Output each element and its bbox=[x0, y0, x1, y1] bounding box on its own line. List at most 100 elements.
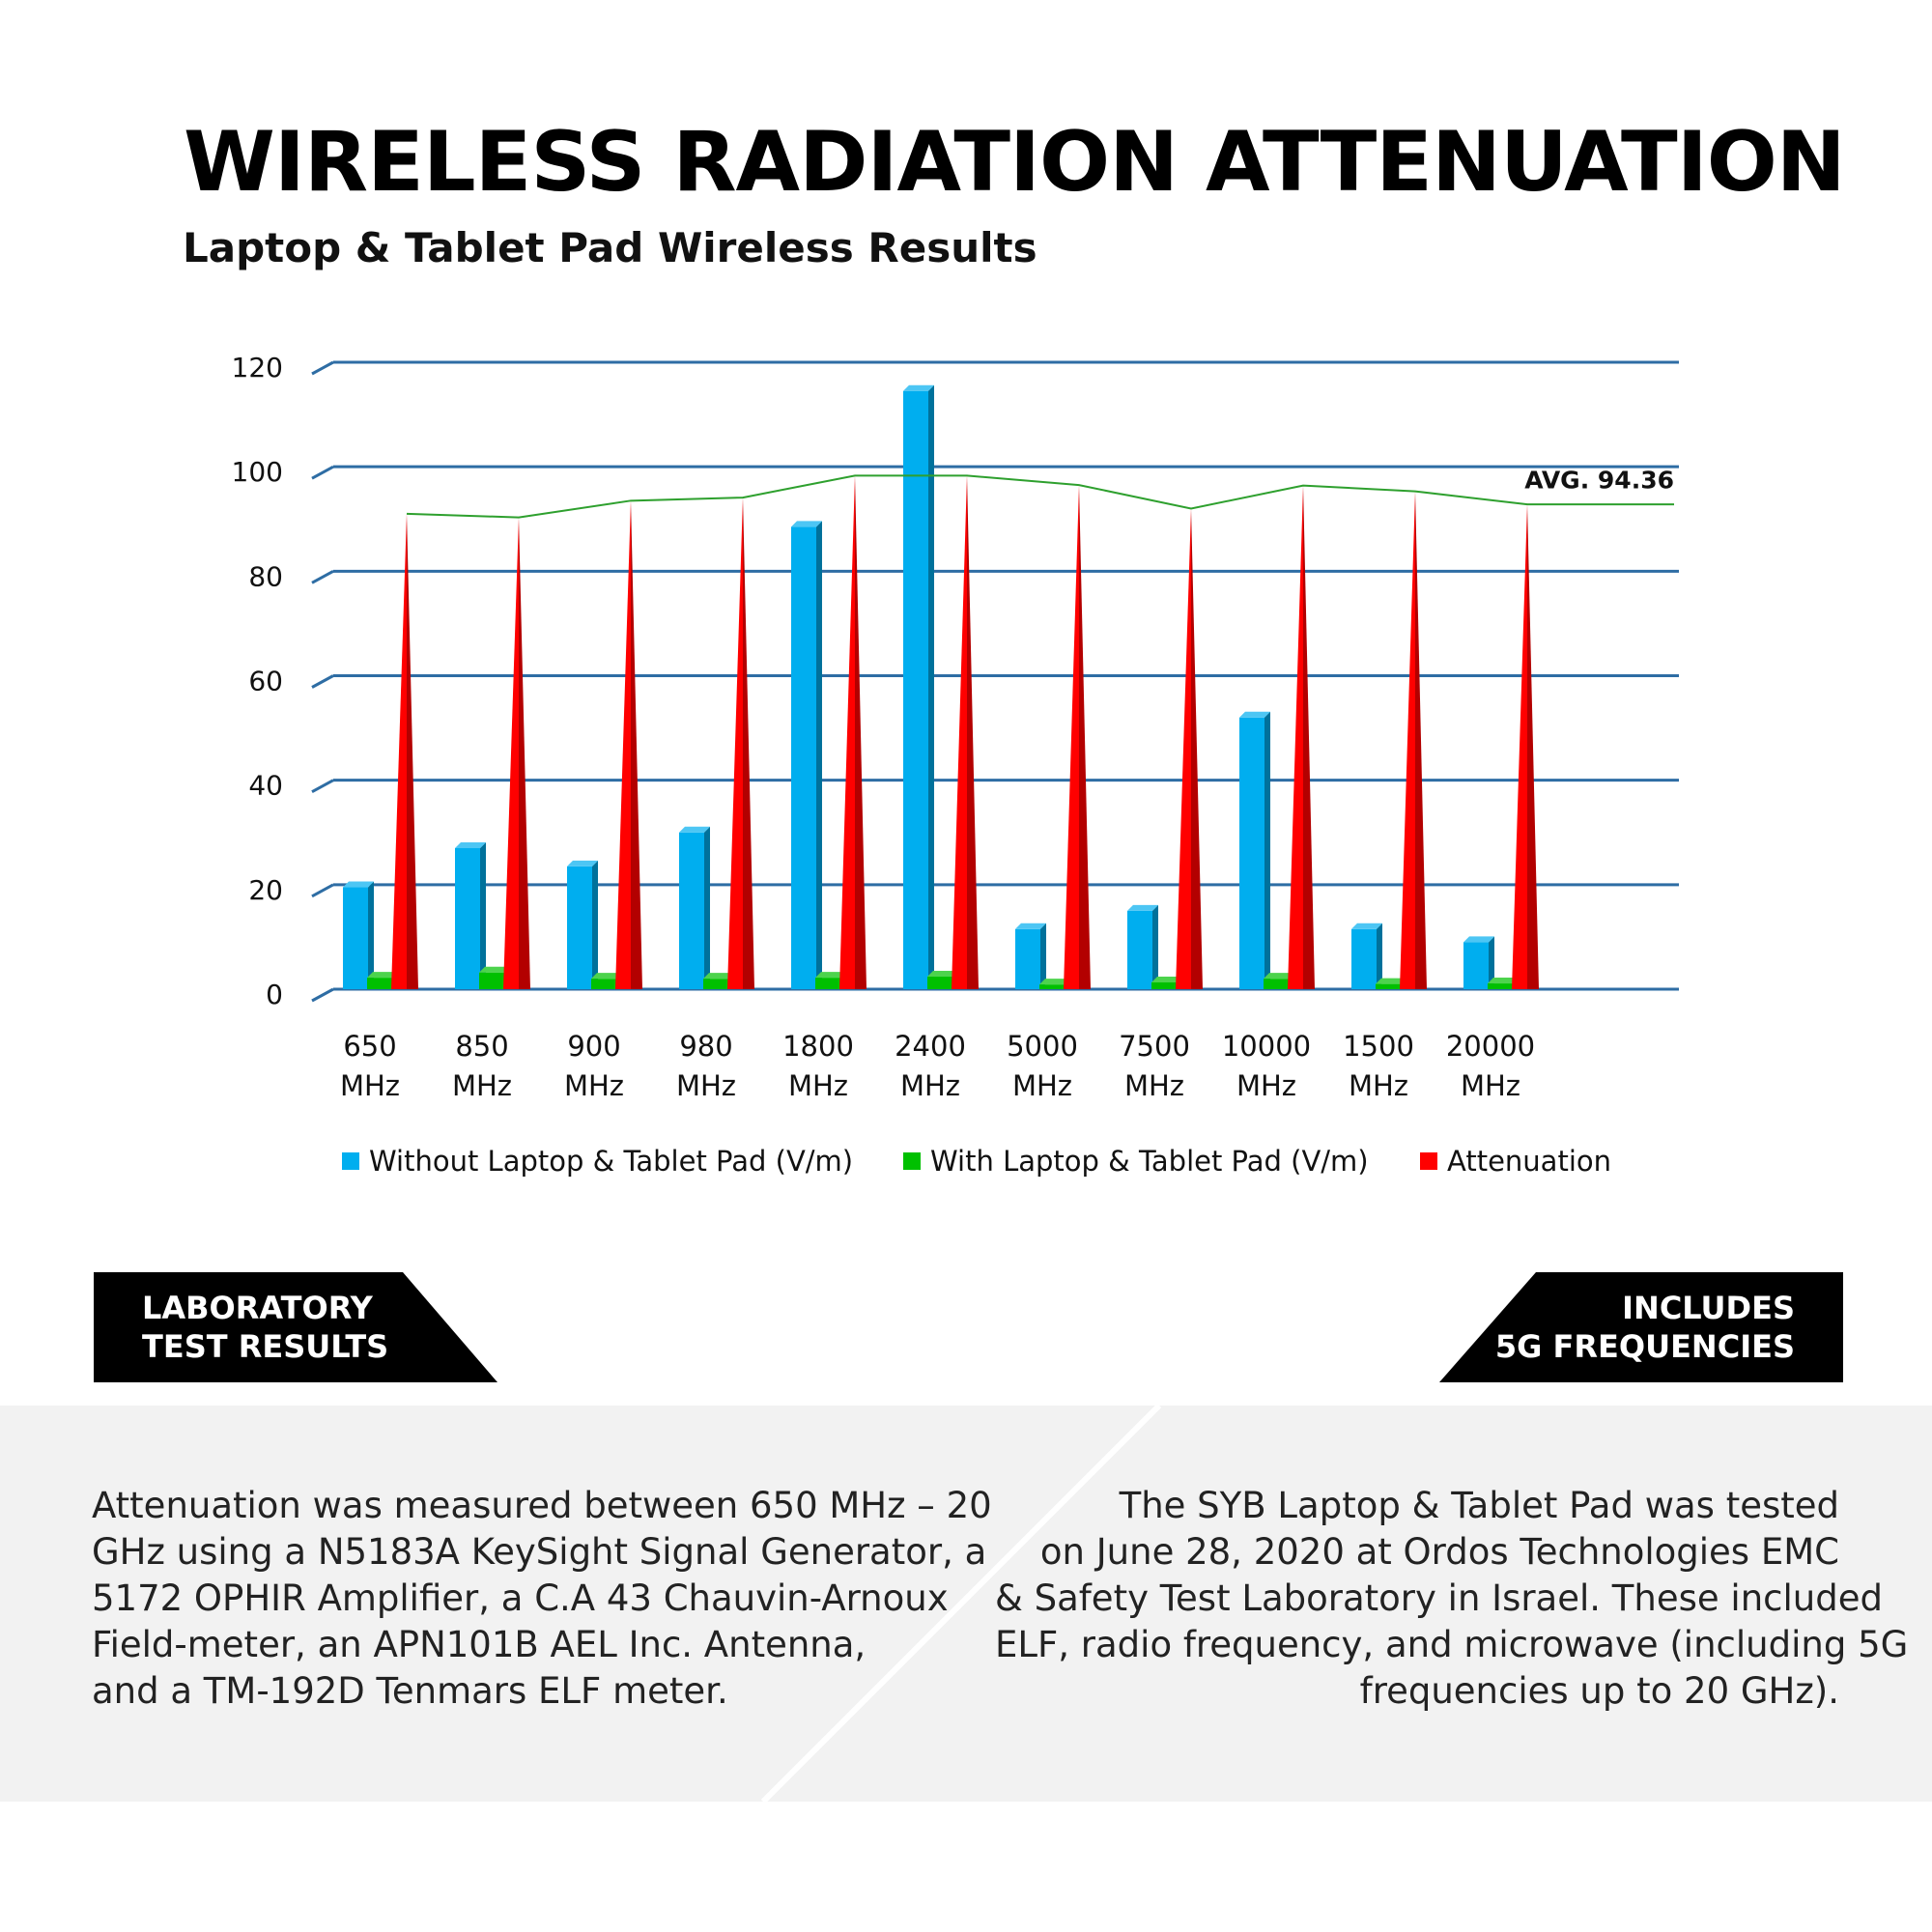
x-tick-label: MHz bbox=[788, 1069, 848, 1102]
cone-attenuation-7500 bbox=[1176, 508, 1203, 989]
gridline-slant-80 bbox=[311, 570, 334, 584]
bar-without-20000-front bbox=[1463, 942, 1489, 989]
bar-with-10000-top bbox=[1264, 973, 1294, 980]
test-info-line-2: on June 28, 2020 at Ordos Technologies E… bbox=[1039, 1531, 1839, 1573]
bar-without-20000 bbox=[1463, 936, 1494, 989]
cone-attenuation-980-side bbox=[743, 497, 754, 989]
methodology-paragraph: Attenuation was measured between 650 MHz… bbox=[92, 1483, 992, 1715]
x-tick-label: MHz bbox=[452, 1069, 512, 1102]
average-label: AVG. 94.36 bbox=[1524, 467, 1674, 495]
bar-without-7500-top bbox=[1127, 904, 1158, 911]
x-tick-label: 10000 bbox=[1222, 1030, 1311, 1063]
bar-without-10000 bbox=[1239, 711, 1270, 989]
bar-without-850 bbox=[455, 841, 486, 989]
test-info-line-4: ELF, radio frequency, and microwave (inc… bbox=[995, 1624, 1909, 1665]
cone-attenuation-5000-front bbox=[1064, 485, 1079, 989]
page-subtitle: Laptop & Tablet Pad Wireless Results bbox=[183, 224, 1037, 271]
bar-with-2400-top bbox=[927, 971, 958, 978]
cone-attenuation-7500-front bbox=[1176, 508, 1191, 989]
methodology-line-2: GHz using a N5183A KeySight Signal Gener… bbox=[92, 1531, 987, 1573]
bar-with-980-top bbox=[703, 973, 734, 980]
cone-attenuation-1800-side bbox=[855, 475, 867, 989]
banner-left-line-2: TEST RESULTS bbox=[142, 1328, 389, 1365]
bar-without-7500-side bbox=[1152, 904, 1158, 989]
bar-without-7500-front bbox=[1127, 910, 1152, 989]
methodology-line-5: and a TM-192D Tenmars ELF meter. bbox=[92, 1670, 728, 1712]
bar-without-2400 bbox=[903, 384, 934, 989]
legend-item-with: With Laptop & Tablet Pad (V/m) bbox=[903, 1145, 1369, 1178]
bar-with-650-front bbox=[367, 978, 392, 989]
y-tick-label: 60 bbox=[248, 666, 283, 697]
bar-with-980-front bbox=[703, 979, 728, 989]
bar-without-1800 bbox=[791, 521, 822, 989]
banner-left-line-1: LABORATORY bbox=[142, 1290, 373, 1326]
bar-with-10000-front bbox=[1264, 979, 1289, 989]
bar-without-7500 bbox=[1127, 904, 1158, 989]
cone-attenuation-900 bbox=[615, 500, 642, 989]
legend-item-without: Without Laptop & Tablet Pad (V/m) bbox=[342, 1145, 853, 1178]
5g-banner: INCLUDES 5G FREQUENCIES bbox=[1439, 1272, 1843, 1382]
test-info-line-5: frequencies up to 20 GHz). bbox=[1359, 1670, 1839, 1712]
cone-attenuation-2400 bbox=[952, 475, 979, 989]
chart-legend: Without Laptop & Tablet Pad (V/m) With L… bbox=[0, 1145, 1932, 1193]
bar-with-1500-front bbox=[1376, 983, 1401, 989]
cone-attenuation-650 bbox=[391, 513, 418, 989]
bar-without-20000-top bbox=[1463, 936, 1494, 943]
test-info-line-3: & Safety Test Laboratory in Israel. Thes… bbox=[995, 1577, 1883, 1619]
bar-without-2400-side bbox=[928, 384, 934, 989]
bar-without-5000 bbox=[1015, 923, 1046, 989]
attenuation-chart: 0 20 40 60 80 100 120 650 MHz 850 MHz 900 MHz 980 MHz 1… bbox=[232, 352, 1679, 1102]
x-tick-label: 980 bbox=[679, 1030, 732, 1063]
y-tick-label: 80 bbox=[248, 560, 283, 592]
bar-without-980-top bbox=[679, 826, 710, 833]
gridline-slant-120 bbox=[311, 360, 334, 376]
cone-attenuation-1500 bbox=[1400, 491, 1427, 989]
bar-without-1800-front bbox=[791, 526, 816, 989]
bar-without-1500-side bbox=[1377, 923, 1382, 989]
gridline-slant-60 bbox=[311, 674, 334, 689]
cone-attenuation-980-front bbox=[727, 497, 743, 989]
bar-with-7500-front bbox=[1151, 981, 1177, 989]
bar-without-900 bbox=[567, 860, 598, 989]
x-tick-label: MHz bbox=[676, 1069, 736, 1102]
bar-with-900-top bbox=[591, 973, 622, 980]
test-info-paragraph: The SYB Laptop & Tablet Pad was tested o… bbox=[995, 1483, 1909, 1715]
bar-with-2400-front bbox=[927, 977, 952, 989]
x-tick-label: 850 bbox=[455, 1030, 508, 1063]
bar-with-1500-top bbox=[1376, 978, 1406, 984]
y-tick-label: 40 bbox=[248, 770, 283, 802]
test-info-line-1: The SYB Laptop & Tablet Pad was tested bbox=[1119, 1485, 1839, 1526]
page-title: WIRELESS RADIATION ATTENUATION bbox=[184, 114, 1846, 211]
cone-attenuation-980 bbox=[727, 497, 754, 989]
y-tick-label: 0 bbox=[266, 979, 283, 1010]
bar-without-1500 bbox=[1351, 923, 1382, 989]
legend-swatch-with bbox=[903, 1152, 921, 1170]
cone-attenuation-7500-side bbox=[1191, 508, 1203, 989]
bar-without-1500-front bbox=[1351, 928, 1377, 989]
bar-without-10000-side bbox=[1264, 711, 1270, 989]
laboratory-banner: LABORATORY TEST RESULTS bbox=[94, 1272, 497, 1382]
bar-without-650 bbox=[343, 881, 374, 989]
cone-attenuation-2400-side bbox=[967, 475, 979, 989]
cone-attenuation-650-front bbox=[391, 513, 407, 989]
bar-without-650-side bbox=[368, 881, 374, 989]
bar-without-850-front bbox=[455, 847, 480, 989]
x-tick-label: MHz bbox=[1349, 1069, 1408, 1102]
bar-without-2400-front bbox=[903, 390, 928, 989]
cone-attenuation-10000-side bbox=[1303, 485, 1315, 989]
bar-without-1800-top bbox=[791, 521, 822, 527]
cone-attenuation-850-side bbox=[519, 517, 530, 989]
attenuation-trend-line bbox=[406, 474, 1674, 519]
cone-attenuation-20000 bbox=[1512, 504, 1539, 989]
legend-label-without: Without Laptop & Tablet Pad (V/m) bbox=[369, 1145, 854, 1178]
bar-without-980 bbox=[679, 826, 710, 989]
cone-attenuation-1500-front bbox=[1400, 491, 1415, 989]
bar-with-20000-front bbox=[1488, 983, 1513, 989]
x-tick-label: MHz bbox=[1461, 1069, 1520, 1102]
bar-without-1500-top bbox=[1351, 923, 1382, 929]
cone-attenuation-10000 bbox=[1288, 485, 1315, 989]
x-tick-label: MHz bbox=[1124, 1069, 1184, 1102]
x-tick-label: MHz bbox=[1012, 1069, 1072, 1102]
bar-with-650-top bbox=[367, 972, 398, 979]
cone-attenuation-20000-side bbox=[1527, 504, 1539, 989]
